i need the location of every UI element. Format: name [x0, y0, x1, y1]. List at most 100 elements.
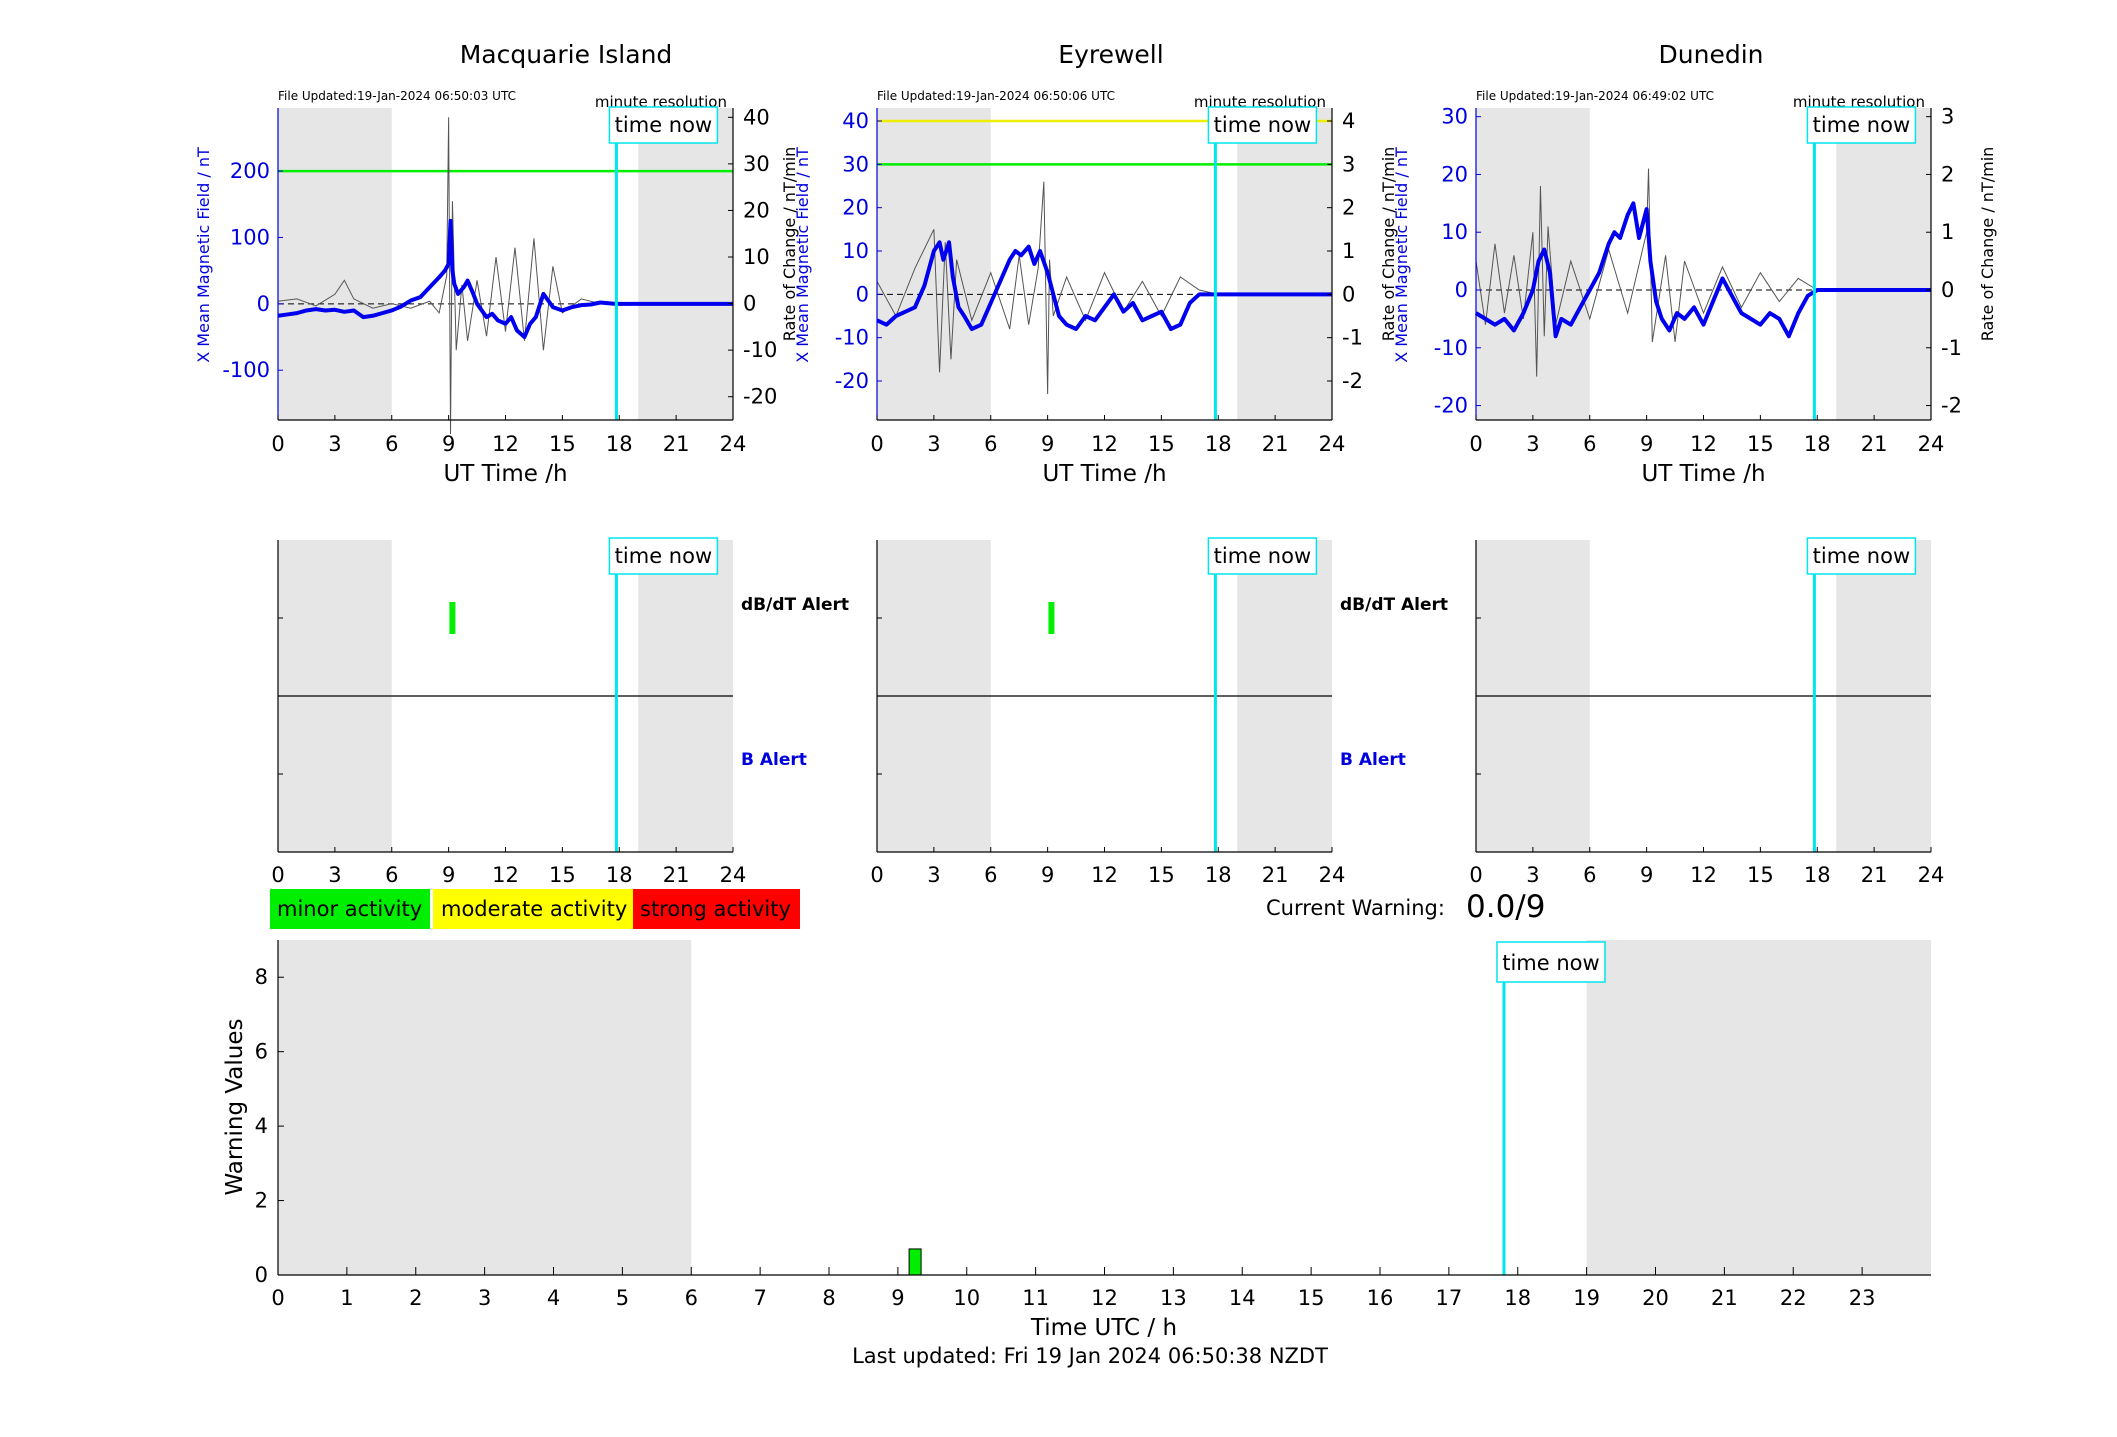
- file-updated: File Updated:19-Jan-2024 06:50:06 UTC: [877, 89, 1115, 103]
- mean-field-line: [1474, 201, 1931, 339]
- x-tick-label: 18: [606, 432, 633, 456]
- x-tick-label: 6: [1583, 432, 1596, 456]
- dbdt-alert-label: dB/dT Alert: [1340, 595, 1448, 615]
- x-tick-label: 24: [1918, 863, 1945, 887]
- x-tick-label: 6: [984, 432, 997, 456]
- file-updated: File Updated:19-Jan-2024 06:49:02 UTC: [1476, 89, 1714, 103]
- x-tick-label: 0: [271, 1286, 284, 1310]
- y2-tick-label: 2: [1941, 162, 1954, 186]
- x-tick-label: 15: [1747, 863, 1774, 887]
- y-tick-label: -20: [1434, 394, 1468, 418]
- x-tick-label: 18: [1205, 432, 1232, 456]
- y2-tick-label: 3: [1342, 152, 1355, 176]
- b-alert-label: B Alert: [1340, 750, 1406, 770]
- mean-field-line: [876, 240, 1332, 331]
- time-now-label: time now: [615, 544, 712, 568]
- x-tick-label: 14: [1229, 1286, 1256, 1310]
- y2-tick-label: 0: [1342, 282, 1355, 306]
- x-tick-label: 21: [1262, 432, 1289, 456]
- y-axis-label: X Mean Magnetic Field / nT: [1392, 147, 1411, 363]
- y-tick-label: -10: [1434, 336, 1468, 360]
- x-tick-label: 21: [1711, 1286, 1738, 1310]
- y-axis-label: X Mean Magnetic Field / nT: [194, 147, 213, 363]
- y2-tick-label: 4: [1342, 109, 1355, 133]
- x-tick-label: 9: [1640, 863, 1653, 887]
- current-warning-label: Current Warning:: [1266, 896, 1445, 920]
- y-tick-label: 10: [1441, 220, 1468, 244]
- y-tick-label: 10: [842, 239, 869, 263]
- activity-legend: minor activity moderate activity strong …: [270, 889, 800, 929]
- x-tick-label: 0: [1469, 432, 1482, 456]
- night-shading: [278, 940, 692, 1275]
- y-tick-label: 0: [255, 1263, 268, 1287]
- panel-title: Macquarie Island: [460, 40, 673, 69]
- y-tick-label: 20: [842, 196, 869, 220]
- x-tick-label: 13: [1160, 1286, 1187, 1310]
- x-tick-label: 15: [1747, 432, 1774, 456]
- y2-tick-label: 20: [743, 198, 770, 222]
- y2-tick-label: 0: [1941, 278, 1954, 302]
- x-tick-label: 2: [409, 1286, 422, 1310]
- x-tick-label: 18: [1504, 1286, 1531, 1310]
- y2-tick-label: 30: [743, 152, 770, 176]
- x-tick-label: 0: [870, 863, 883, 887]
- night-shading: [1476, 108, 1590, 420]
- panel-1: Macquarie Island File Updated:19-Jan-2024…: [194, 40, 799, 487]
- x-tick-label: 17: [1436, 1286, 1463, 1310]
- y2-tick-label: 40: [743, 105, 770, 129]
- legend-moderate-swatch: [433, 889, 633, 929]
- y2-axis-label: Rate of Change / nT/min: [1379, 147, 1398, 342]
- x-tick-label: 0: [870, 432, 883, 456]
- last-updated: Last updated: Fri 19 Jan 2024 06:50:38 N…: [852, 1344, 1328, 1368]
- y2-tick-label: 3: [1941, 105, 1954, 129]
- x-tick-label: 12: [1690, 432, 1717, 456]
- x-tick-label: 15: [1298, 1286, 1325, 1310]
- x-tick-label: 10: [953, 1286, 980, 1310]
- x-tick-label: 11: [1022, 1286, 1049, 1310]
- x-tick-label: 3: [927, 863, 940, 887]
- x-tick-label: 9: [442, 863, 455, 887]
- x-tick-label: 7: [753, 1286, 766, 1310]
- x-tick-label: 9: [891, 1286, 904, 1310]
- y-tick-label: 0: [856, 282, 869, 306]
- time-now-box: [608, 106, 719, 144]
- night-shading: [278, 108, 392, 420]
- y-tick-label: 6: [255, 1040, 268, 1064]
- x-tick-label: 15: [549, 863, 576, 887]
- night-shading: [638, 108, 733, 420]
- time-now-box: [608, 537, 719, 575]
- alert-timeline-panels: time now 0 3 6 9 12 15 18 21 24 dB/dT Alert B Alert…: [271, 537, 1945, 887]
- x-tick-label: 12: [492, 432, 519, 456]
- x-tick-label: 6: [385, 432, 398, 456]
- x-axis-label: UT Time /h: [1641, 461, 1765, 487]
- x-tick-label: 9: [1640, 432, 1653, 456]
- y2-tick-label: 1: [1342, 239, 1355, 263]
- time-now-box: [1207, 106, 1318, 144]
- x-tick-label: 18: [1804, 863, 1831, 887]
- x-tick-label: 0: [271, 863, 284, 887]
- y2-tick-label: 2: [1342, 196, 1355, 220]
- x-tick-label: 21: [1262, 863, 1289, 887]
- y-tick-label: -20: [835, 369, 869, 393]
- mean-field-line: [277, 218, 733, 340]
- x-tick-label: 3: [1526, 432, 1539, 456]
- x-tick-label: 12: [492, 863, 519, 887]
- x-tick-label: 18: [1205, 863, 1232, 887]
- y-axis-label: X Mean Magnetic Field / nT: [793, 147, 812, 363]
- x-tick-label: 6: [984, 863, 997, 887]
- panel-3: Dunedin File Updated:19-Jan-2024 06:49:02…: [1392, 40, 1997, 487]
- x-tick-label: 22: [1780, 1286, 1807, 1310]
- x-tick-label: 19: [1573, 1286, 1600, 1310]
- panel-2: Eyrewell File Updated:19-Jan-2024 06:50:0…: [793, 40, 1398, 487]
- b-alert-label: B Alert: [741, 750, 807, 770]
- x-tick-label: 24: [720, 432, 747, 456]
- x-tick-label: 12: [1091, 432, 1118, 456]
- x-tick-label: 3: [478, 1286, 491, 1310]
- x-tick-label: 9: [1041, 432, 1054, 456]
- time-now-box: [1806, 106, 1917, 144]
- legend-strong-label: strong activity: [640, 897, 791, 921]
- y-tick-label: 200: [230, 159, 270, 183]
- y-tick-label: 30: [1441, 105, 1468, 129]
- y2-tick-label: -1: [1342, 326, 1363, 350]
